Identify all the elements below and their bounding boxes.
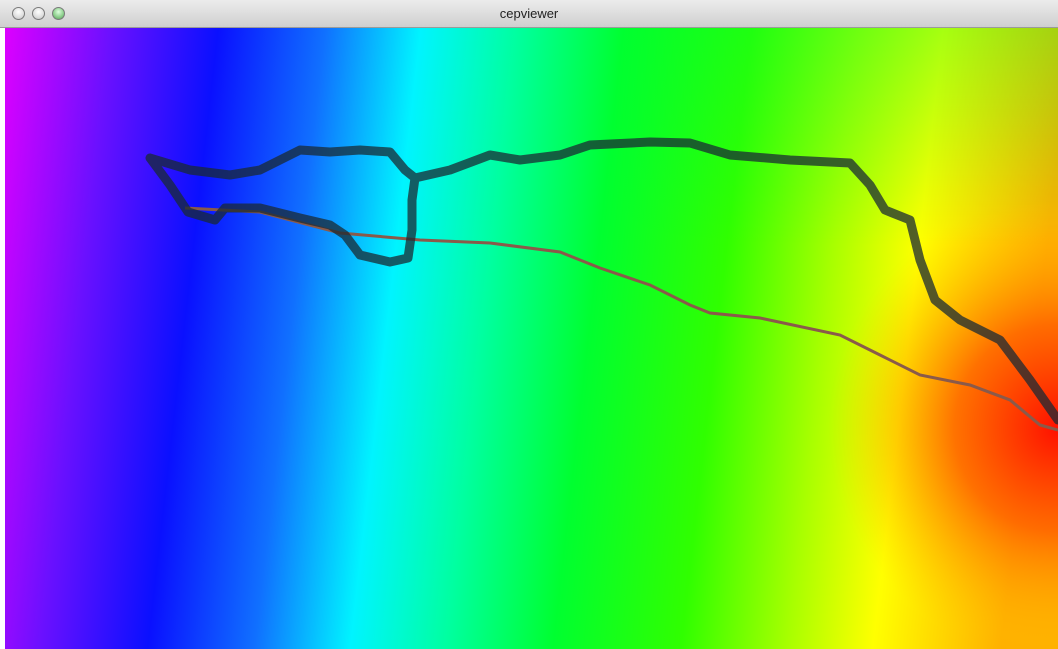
elevation-map bbox=[5, 28, 1058, 649]
map-view bbox=[5, 28, 1058, 649]
window: cepviewer bbox=[0, 0, 1058, 649]
hot-area bbox=[5, 28, 1058, 649]
title-bar: cepviewer bbox=[0, 0, 1058, 28]
window-title: cepviewer bbox=[0, 6, 1058, 21]
